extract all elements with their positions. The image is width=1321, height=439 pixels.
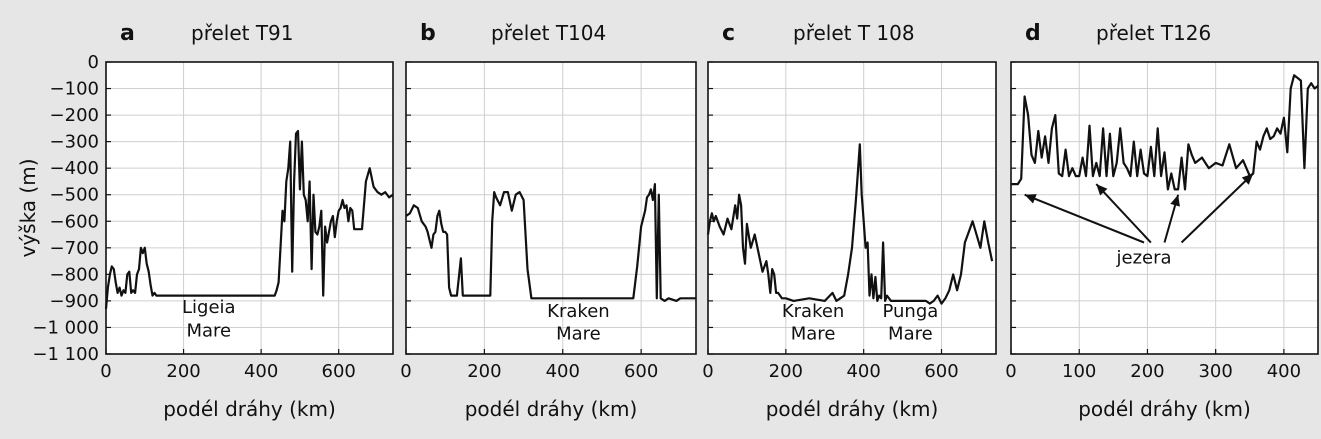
- x-tick-label: 600: [924, 361, 958, 382]
- x-tick-label: 400: [1267, 361, 1301, 382]
- plot-frame: [105, 61, 394, 355]
- series-line-b: [405, 183, 696, 302]
- y-tick-label: −400: [50, 158, 99, 179]
- arrow-head: [1170, 194, 1180, 207]
- y-tick-label: 0: [88, 52, 99, 73]
- x-axis-label: podél dráhy (km): [766, 397, 939, 421]
- plot-area: [406, 62, 696, 354]
- y-tick-label: −300: [50, 132, 99, 153]
- x-tick-label: 400: [846, 361, 880, 382]
- annotation-arrow: [1180, 172, 1254, 244]
- y-tick-label: −600: [50, 211, 99, 232]
- y-tick-label: −1 100: [32, 344, 99, 365]
- x-tick-label: 100: [1062, 361, 1096, 382]
- plot-frame: [707, 61, 997, 355]
- plot-frame: [1010, 61, 1319, 355]
- x-tick-label: 200: [769, 361, 803, 382]
- panel-title: přelet T104: [491, 21, 606, 45]
- y-tick-label: −700: [50, 238, 99, 259]
- panel-title: přelet T 108: [793, 21, 915, 45]
- chart-panel-b: 0 200 400 600 b přelet T104 podél dráhy (km) Kr…: [400, 21, 697, 421]
- x-axis-label: podél dráhy (km): [1078, 397, 1251, 421]
- panel-letter: b: [420, 21, 436, 46]
- arrow-head: [1096, 184, 1108, 196]
- annotation-label: Mare: [556, 323, 601, 344]
- annotation-label: Mare: [791, 323, 836, 344]
- annotation-label: Punga: [882, 301, 938, 322]
- plot-area: [1011, 62, 1318, 354]
- annotation-label: Kraken: [547, 301, 610, 322]
- annotation-arrow: [1095, 183, 1152, 244]
- x-tick-label: 400: [244, 361, 278, 382]
- y-tick-label: −800: [50, 264, 99, 285]
- annotation-label: jezera: [1116, 248, 1172, 269]
- annotation-arrow: [1024, 193, 1145, 244]
- chart-panel-c: 0 200 400 600 c přelet T 108 podél dráhy (km) K…: [702, 21, 997, 421]
- panel-letter: a: [120, 21, 135, 46]
- panel-title: přelet T91: [191, 21, 294, 45]
- annotation-label: Ligeia: [182, 297, 236, 318]
- y-axis-label: výška (m): [16, 158, 40, 257]
- arrow-head: [1024, 194, 1037, 204]
- x-tick-label: 200: [467, 361, 501, 382]
- x-tick-label: 600: [322, 361, 356, 382]
- y-tick-label: −500: [50, 185, 99, 206]
- panel-title: přelet T126: [1096, 21, 1211, 45]
- annotation-label: Kraken: [782, 301, 845, 322]
- chart-panel-d: 0 100 200 300 400 d přelet T126 podél dráhy (km…: [1005, 21, 1319, 421]
- x-tick-label: 0: [400, 361, 411, 382]
- x-tick-label: 300: [1198, 361, 1232, 382]
- arrow-head: [1241, 173, 1254, 185]
- x-tick-label: 200: [1130, 361, 1164, 382]
- x-axis-label: podél dráhy (km): [465, 397, 638, 421]
- x-tick-label: 0: [100, 361, 111, 382]
- series-line-a: [104, 129, 394, 309]
- plot-frame: [405, 61, 697, 355]
- x-tick-label: 400: [546, 361, 580, 382]
- y-tick-label: −1 000: [32, 317, 99, 338]
- y-tick-label: −100: [50, 79, 99, 100]
- x-tick-label: 200: [166, 361, 200, 382]
- annotation-label: Mare: [888, 323, 933, 344]
- series-line-d: [1011, 74, 1319, 191]
- chart-panel-a: 0 200 400 600 0 −100 −200 −300 −400 −500 −600 −700 −…: [16, 21, 394, 421]
- x-axis-label: podél dráhy (km): [163, 397, 336, 421]
- x-tick-label: 0: [702, 361, 713, 382]
- panel-letter: c: [722, 21, 735, 46]
- panel-letter: d: [1025, 21, 1041, 46]
- y-tick-label: −900: [50, 291, 99, 312]
- x-tick-label: 600: [624, 361, 658, 382]
- plot-area: [708, 62, 996, 354]
- series-line-c: [706, 143, 994, 305]
- y-tick-label: −200: [50, 105, 99, 126]
- annotation-label: Mare: [186, 321, 231, 342]
- x-tick-label: 0: [1005, 361, 1016, 382]
